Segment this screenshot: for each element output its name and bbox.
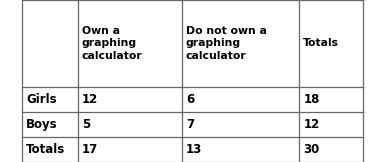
Text: Own a
graphing
calculator: Own a graphing calculator	[82, 26, 142, 61]
Text: 7: 7	[186, 118, 194, 131]
Text: 6: 6	[186, 93, 194, 106]
Text: 12: 12	[303, 118, 320, 131]
Text: 13: 13	[186, 143, 202, 156]
Text: 12: 12	[82, 93, 98, 106]
Text: 5: 5	[82, 118, 90, 131]
Text: Totals: Totals	[26, 143, 65, 156]
Text: 30: 30	[303, 143, 320, 156]
Text: Do not own a
graphing
calculator: Do not own a graphing calculator	[186, 26, 267, 61]
Text: 18: 18	[303, 93, 320, 106]
Text: Girls: Girls	[26, 93, 57, 106]
Text: 17: 17	[82, 143, 98, 156]
Text: Totals: Totals	[303, 38, 339, 48]
Text: Boys: Boys	[26, 118, 58, 131]
